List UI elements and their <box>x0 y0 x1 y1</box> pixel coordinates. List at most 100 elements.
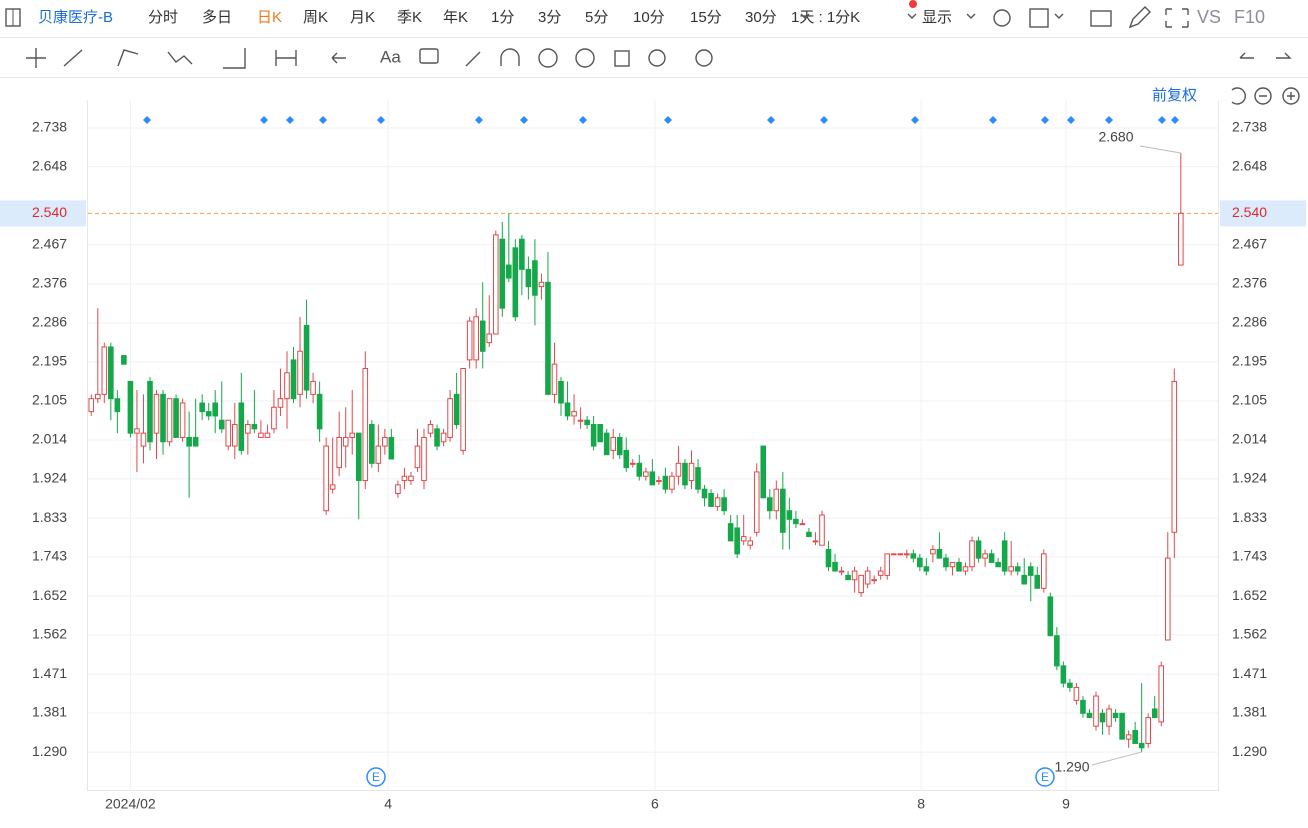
hide-tool[interactable] <box>575 48 595 68</box>
candle-body <box>192 436 199 447</box>
event-marker[interactable] <box>475 116 483 124</box>
candle-body <box>727 523 734 542</box>
candle-body <box>858 574 864 594</box>
y-tick-label-right: 2.195 <box>1232 353 1267 369</box>
layout-icon[interactable] <box>1029 8 1049 28</box>
note-tool[interactable] <box>419 48 439 64</box>
candle-body <box>427 424 434 434</box>
period-tab[interactable]: 3分 <box>538 9 561 26</box>
period-tab[interactable]: 季K <box>397 9 422 26</box>
candle-body <box>1041 553 1047 589</box>
candle-body <box>460 368 466 451</box>
candle-body <box>1008 566 1014 572</box>
candle-body <box>1047 596 1054 637</box>
candle-body <box>264 432 271 438</box>
last-price-tag <box>1220 200 1306 227</box>
event-marker[interactable] <box>286 116 294 124</box>
event-marker[interactable] <box>1041 116 1049 124</box>
candle-body <box>551 363 558 395</box>
candle-body <box>336 436 342 469</box>
sync-tool[interactable] <box>538 48 558 68</box>
event-marker[interactable] <box>989 116 997 124</box>
event-marker[interactable] <box>1171 116 1179 124</box>
period-tab[interactable]: 30分 <box>745 9 777 26</box>
earnings-marker[interactable] <box>366 767 386 787</box>
y-tick-label: 2.105 <box>32 392 67 408</box>
text-tool[interactable]: Aa <box>380 47 401 66</box>
period-tab[interactable]: 分时 <box>148 9 178 26</box>
candle-body <box>1158 665 1165 723</box>
candle-body <box>708 492 714 507</box>
event-marker[interactable] <box>1105 116 1113 124</box>
event-marker[interactable] <box>1067 116 1075 124</box>
y-tick-label: 2.014 <box>32 431 67 447</box>
candle-body <box>329 484 336 490</box>
drawing-tools[interactable] <box>63 48 1292 69</box>
candle-body <box>1021 574 1028 585</box>
period-tab[interactable]: 周K <box>303 9 328 26</box>
move-tool[interactable] <box>26 48 46 68</box>
event-marker[interactable] <box>520 116 528 124</box>
candle-body <box>832 561 838 572</box>
event-marker[interactable] <box>260 116 268 124</box>
event-marker[interactable] <box>911 116 919 124</box>
candle-body <box>806 531 812 538</box>
candle-body <box>1014 566 1021 572</box>
event-marker[interactable] <box>377 116 385 124</box>
period-tab[interactable]: 多日 <box>202 9 232 26</box>
candle-body <box>773 488 780 512</box>
y-tick-label: 2.648 <box>32 158 67 174</box>
event-marker[interactable] <box>664 116 672 124</box>
period-tab[interactable]: 年K <box>443 9 468 26</box>
earnings-label: E <box>372 770 380 784</box>
period-tab[interactable]: 5分 <box>585 9 608 26</box>
vs[interactable]: VS <box>1197 7 1221 27</box>
candle-body <box>303 324 310 391</box>
candle-body <box>466 320 473 361</box>
zoom-out[interactable] <box>1254 87 1272 105</box>
period-tab[interactable]: 10分 <box>633 9 665 26</box>
candle-body <box>1086 712 1093 719</box>
edit-icon[interactable] <box>1128 6 1151 29</box>
candle-body <box>1099 712 1106 723</box>
adjust-mode[interactable]: 前复权 <box>1152 86 1197 104</box>
event-marker[interactable] <box>579 116 587 124</box>
event-marker[interactable] <box>1158 116 1166 124</box>
earnings-marker[interactable] <box>1035 767 1055 787</box>
candle-body <box>890 553 897 556</box>
y-tick-label-right: 1.833 <box>1232 509 1267 525</box>
candle-body <box>382 436 388 447</box>
f10[interactable]: F10 <box>1234 7 1265 27</box>
display[interactable]: 显示 <box>922 9 952 26</box>
candle-body <box>623 449 630 469</box>
y-tick-label: 1.381 <box>32 704 67 720</box>
candle-body <box>114 398 121 413</box>
low-label: 1.290 <box>1054 759 1089 775</box>
stock-name[interactable]: 贝康医疗-B <box>38 9 113 26</box>
candle-body <box>590 424 597 447</box>
candle-body <box>362 368 369 482</box>
delete-tool[interactable] <box>614 50 630 67</box>
event-marker[interactable] <box>143 116 151 124</box>
camera-icon[interactable] <box>1090 10 1112 27</box>
candle-body <box>1027 566 1034 576</box>
y-tick-label-right: 1.471 <box>1232 665 1267 681</box>
period-tab[interactable]: 1分 <box>491 9 514 26</box>
zoom-in[interactable] <box>1282 87 1300 105</box>
candle-body <box>695 467 701 490</box>
candle-body <box>871 579 877 582</box>
event-marker[interactable] <box>767 116 775 124</box>
candle-body <box>740 536 747 542</box>
fullscreen-icon[interactable] <box>1165 8 1189 28</box>
y-tick-label-right: 1.562 <box>1232 626 1267 642</box>
settings-icon[interactable] <box>993 9 1011 27</box>
interval[interactable]: 1天 : 1分K <box>791 9 860 26</box>
settings-tool[interactable] <box>695 49 713 67</box>
period-tab[interactable]: 15分 <box>690 9 722 26</box>
period-tab[interactable]: 月K <box>350 9 375 26</box>
event-marker[interactable] <box>820 116 828 124</box>
period-tab[interactable]: 日K <box>257 9 282 26</box>
event-marker[interactable] <box>319 116 327 124</box>
